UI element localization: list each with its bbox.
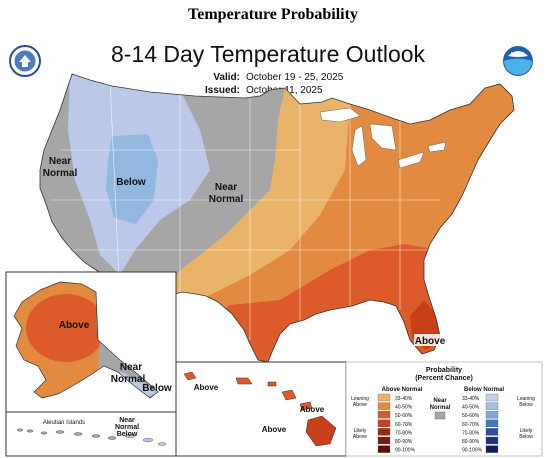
legend-above-header: Above Normal <box>382 387 423 393</box>
legend-below-bin-label-6: 90-100% <box>462 448 483 454</box>
legend-above-swatch-6 <box>377 445 391 453</box>
legend-above-scale: 33-40% 40-50% 50-60% 60-70% 70-80% 80-90% 90-1… <box>377 393 416 454</box>
legend-near-normal-1: Near <box>433 398 447 404</box>
legend-below-bin-label-0: 33-40% <box>462 396 480 402</box>
legend-leaning-above-2: Above <box>353 402 367 408</box>
alaska-near-normal-label-1: Near <box>120 362 142 373</box>
noaa-logo-text: NOAA <box>511 52 526 58</box>
legend-leaning-below-2: Below <box>519 402 533 408</box>
legend-below-bin-label-1: 40-50% <box>462 405 480 411</box>
alaska-below-label: Below <box>142 383 172 394</box>
valid-value: October 19 - 25, 2025 <box>246 72 344 83</box>
legend-likely-above-2: Above <box>353 434 367 440</box>
aleutian-label-2: Normal <box>115 424 139 431</box>
legend-above-bin-label-3: 60-70% <box>395 422 413 428</box>
legend-above-swatch-3 <box>377 419 391 427</box>
legend-above-swatch-0 <box>377 393 391 402</box>
west-near-normal-label-2: Normal <box>43 168 78 179</box>
legend-below-swatch-3 <box>485 419 499 427</box>
great-lakes <box>319 107 447 169</box>
legend-above-bin-label-0: 33-40% <box>395 396 413 402</box>
legend-below-swatch-0 <box>485 393 499 402</box>
legend-above-swatch-1 <box>377 402 391 410</box>
legend-above-bin-label-5: 80-90% <box>395 439 413 445</box>
page-heading: Temperature Probability <box>188 6 358 23</box>
legend-below-swatch-6 <box>485 445 499 453</box>
map-title: 8-14 Day Temperature Outlook <box>111 41 426 67</box>
aleutian-label-3: Below <box>117 431 138 438</box>
plains-near-normal-label-2: Normal <box>209 194 244 205</box>
florida-above-label: Above <box>415 336 446 347</box>
west-near-normal-label-1: Near <box>49 156 71 167</box>
valid-label: Valid: <box>213 72 240 83</box>
alaska-near-normal-label-2: Normal <box>111 374 146 385</box>
plains-near-normal-label-1: Near <box>215 182 237 193</box>
aleutian-label-1: Near <box>119 417 135 424</box>
legend-above-bin-label-6: 90-100% <box>395 448 416 454</box>
legend-below-header: Below Normal <box>464 387 504 393</box>
legend-below-swatch-1 <box>485 402 499 410</box>
doc-seal-logo <box>9 45 41 77</box>
legend-below-bin-label-4: 70-80% <box>462 430 480 436</box>
hawaii-islands <box>183 371 337 447</box>
legend-near-normal-swatch <box>434 411 446 420</box>
aleutian-inset-frame <box>5 411 177 457</box>
legend-near-normal-2: Normal <box>430 405 451 411</box>
legend-likely-above-1: Likely <box>354 428 367 434</box>
legend-below-swatch-2 <box>485 411 499 419</box>
rockies-below-label: Below <box>116 177 146 188</box>
legend-below-bin-label-3: 60-70% <box>462 422 480 428</box>
legend-above-bin-label-4: 70-80% <box>395 430 413 436</box>
legend-leaning-above-1: Leaning <box>351 396 369 402</box>
aleutian-title: Aleutian Islands <box>43 420 85 426</box>
legend-below-swatch-5 <box>485 436 499 445</box>
legend-below-scale: 33-40% 40-50% 50-60% 60-70% 70-80% 80-90% 90-1… <box>462 393 499 454</box>
noaa-logo: NOAA <box>503 46 533 76</box>
legend-above-swatch-4 <box>377 428 391 436</box>
legend-likely-below-2: Below <box>519 434 533 440</box>
hawaii-above-label-1: Above <box>194 383 219 392</box>
legend-above-bin-label-1: 40-50% <box>395 405 413 411</box>
legend-above-bin-label-2: 50-60% <box>395 413 413 419</box>
legend-above-swatch-5 <box>377 436 391 445</box>
legend-below-bin-label-5: 80-90% <box>462 439 480 445</box>
legend-title: Probability <box>426 367 462 374</box>
alaska-above-label: Above <box>59 320 90 331</box>
region-below-40-50 <box>106 134 158 224</box>
legend-below-swatch-4 <box>485 428 499 436</box>
legend-subtitle: (Percent Chance) <box>415 375 473 382</box>
aleutian-islands <box>16 428 167 446</box>
legend-above-swatch-2 <box>377 411 391 419</box>
legend-likely-below-1: Likely <box>520 428 533 434</box>
alaska-outline <box>13 281 159 399</box>
hawaii-above-label-2: Above <box>300 405 325 414</box>
legend-below-bin-label-2: 50-60% <box>462 413 480 419</box>
issued-label: Issued: <box>205 85 240 96</box>
legend-leaning-below-1: Leaning <box>517 396 535 402</box>
hawaii-above-label-3: Above <box>262 425 287 434</box>
